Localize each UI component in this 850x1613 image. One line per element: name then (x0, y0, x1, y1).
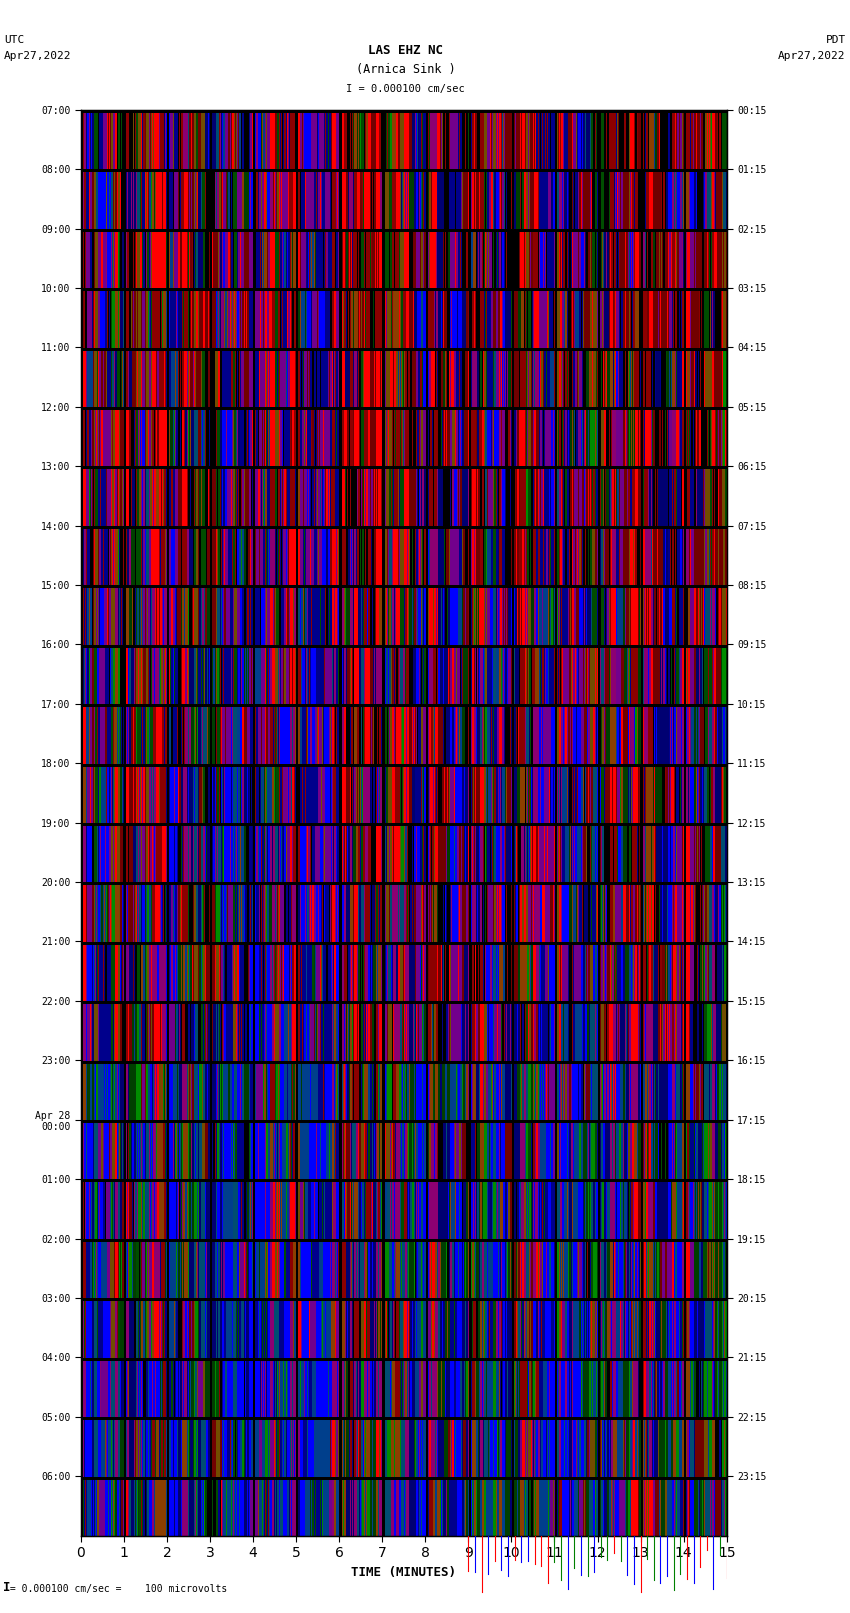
Text: PDT: PDT (825, 35, 846, 45)
X-axis label: TIME (MINUTES): TIME (MINUTES) (351, 1566, 456, 1579)
Text: (Arnica Sink ): (Arnica Sink ) (355, 63, 456, 76)
Text: Apr27,2022: Apr27,2022 (779, 52, 846, 61)
Text: = 0.000100 cm/sec =    100 microvolts: = 0.000100 cm/sec = 100 microvolts (4, 1584, 228, 1594)
Text: LAS EHZ NC: LAS EHZ NC (368, 44, 443, 58)
Text: UTC: UTC (4, 35, 25, 45)
Text: Apr27,2022: Apr27,2022 (4, 52, 71, 61)
Text: I: I (3, 1581, 10, 1594)
Text: I = 0.000100 cm/sec: I = 0.000100 cm/sec (346, 84, 465, 94)
